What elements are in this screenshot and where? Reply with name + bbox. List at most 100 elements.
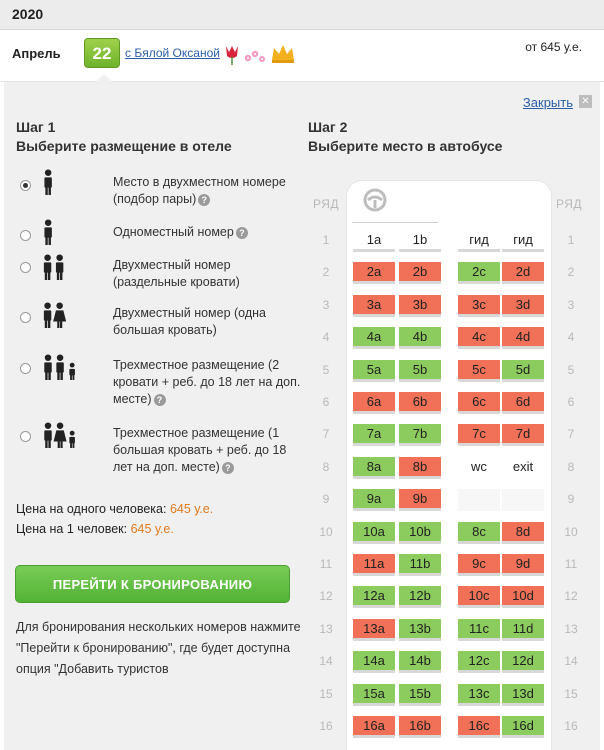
help-icon[interactable]: ? bbox=[235, 227, 248, 239]
seat[interactable]: 7d bbox=[502, 424, 544, 446]
step2-number: Шаг 2 bbox=[308, 119, 348, 135]
seat[interactable]: 4a bbox=[353, 327, 395, 349]
seat[interactable]: 11b bbox=[399, 554, 441, 576]
seat[interactable]: 12d bbox=[502, 651, 544, 673]
radio-button[interactable] bbox=[20, 363, 31, 374]
seat[interactable]: 14b bbox=[399, 651, 441, 673]
seat[interactable]: 9b bbox=[399, 489, 441, 511]
radio-button[interactable] bbox=[20, 312, 31, 323]
seat[interactable]: 2a bbox=[353, 262, 395, 284]
seat[interactable]: 6b bbox=[399, 392, 441, 414]
tour-row[interactable]: Апрель 22 с Бялой Оксаной от 645 у.е. bbox=[0, 30, 604, 82]
row-number-left: 5 bbox=[322, 363, 330, 377]
step2-heading: Выберите место в автобусе bbox=[308, 138, 503, 154]
seat[interactable]: 10d bbox=[502, 586, 544, 608]
seat[interactable]: 6c bbox=[458, 392, 500, 414]
seat[interactable]: 6a bbox=[353, 392, 395, 414]
row-number-right: 6 bbox=[567, 395, 575, 409]
seat[interactable]: 7b bbox=[399, 424, 441, 446]
seat[interactable]: 7c bbox=[458, 424, 500, 446]
seat[interactable]: 16c bbox=[458, 716, 500, 738]
row-number-right: 4 bbox=[567, 330, 575, 344]
seat[interactable]: 12b bbox=[399, 586, 441, 608]
seat[interactable]: 2b bbox=[399, 262, 441, 284]
radio-button[interactable] bbox=[20, 431, 31, 442]
seat[interactable]: 2d bbox=[502, 262, 544, 284]
close-icon[interactable]: ✕ bbox=[579, 95, 592, 108]
guide-link[interactable]: с Бялой Оксаной bbox=[125, 46, 220, 60]
tour-badges bbox=[226, 45, 294, 65]
seat[interactable]: 5c bbox=[458, 360, 500, 382]
seat[interactable]: 9c bbox=[458, 554, 500, 576]
close-link[interactable]: Закрыть bbox=[522, 95, 573, 110]
seat[interactable]: 4c bbox=[458, 327, 500, 349]
seat[interactable]: 11c bbox=[458, 619, 500, 641]
seat[interactable]: 13d bbox=[502, 684, 544, 706]
radio-button[interactable] bbox=[20, 230, 31, 241]
row-number-right: 5 bbox=[567, 363, 575, 377]
seat[interactable]: 16d bbox=[502, 716, 544, 738]
seat[interactable]: 5b bbox=[399, 360, 441, 382]
radio-button[interactable] bbox=[20, 262, 31, 273]
seat[interactable]: 16b bbox=[399, 716, 441, 738]
seat[interactable]: 15a bbox=[353, 684, 395, 706]
seat[interactable]: 13b bbox=[399, 619, 441, 641]
row-header-left: РЯД bbox=[313, 197, 340, 211]
bus-facility-label: wc bbox=[471, 459, 487, 474]
seat[interactable]: 13c bbox=[458, 684, 500, 706]
price-value: 645 у.е. bbox=[130, 522, 174, 536]
seat[interactable]: 10c bbox=[458, 586, 500, 608]
seat[interactable]: 12a bbox=[353, 586, 395, 608]
seat[interactable]: 12c bbox=[458, 651, 500, 673]
seat[interactable]: 8c bbox=[458, 522, 500, 544]
seat[interactable]: 2c bbox=[458, 262, 500, 284]
radio-button[interactable] bbox=[20, 180, 31, 191]
row-number-right: 8 bbox=[567, 460, 575, 474]
row-number-right: 10 bbox=[564, 525, 578, 539]
seat[interactable]: 16a bbox=[353, 716, 395, 738]
seat[interactable]: 8d bbox=[502, 522, 544, 544]
seat[interactable]: 4b bbox=[399, 327, 441, 349]
seat[interactable]: 3a bbox=[353, 295, 395, 317]
seat[interactable]: гид bbox=[458, 230, 500, 252]
seat[interactable]: 5d bbox=[502, 360, 544, 382]
bus-facility-label: exit bbox=[512, 459, 534, 474]
seat[interactable]: 9d bbox=[502, 554, 544, 576]
seat[interactable]: 3c bbox=[458, 295, 500, 317]
row-number-right: 9 bbox=[567, 492, 575, 506]
seat[interactable]: гид bbox=[502, 230, 544, 252]
option-label: Трехместное размещение (1 большая кроват… bbox=[113, 425, 303, 476]
seat[interactable]: 3d bbox=[502, 295, 544, 317]
seat[interactable]: 3b bbox=[399, 295, 441, 317]
seat[interactable]: 1a bbox=[353, 230, 395, 252]
option-label: Трехместное размещение (2 кровати + реб.… bbox=[113, 357, 303, 408]
seat[interactable]: 11a bbox=[353, 554, 395, 576]
help-icon[interactable]: ? bbox=[198, 194, 211, 206]
seat[interactable]: 8a bbox=[353, 457, 395, 479]
option-label: Место в двухместном номере (подбор пары)… bbox=[113, 174, 303, 208]
seat[interactable]: 10b bbox=[399, 522, 441, 544]
seat[interactable]: 6d bbox=[502, 392, 544, 414]
price-value: 645 у.е. bbox=[169, 502, 214, 516]
seat[interactable]: 5a bbox=[353, 360, 395, 382]
family-icon bbox=[44, 354, 75, 380]
seat[interactable]: 4d bbox=[502, 327, 544, 349]
person-icon bbox=[44, 219, 52, 245]
option-text: Одноместный номер bbox=[113, 225, 234, 239]
seat[interactable]: 15b bbox=[399, 684, 441, 706]
seat[interactable]: 14a bbox=[353, 651, 395, 673]
seat[interactable]: 13a bbox=[353, 619, 395, 641]
row-number-left: 11 bbox=[319, 557, 333, 571]
book-button[interactable]: ПЕРЕЙТИ К БРОНИРОВАНИЮ bbox=[15, 565, 290, 603]
seat[interactable]: 1b bbox=[399, 230, 441, 252]
help-icon[interactable]: ? bbox=[153, 394, 166, 406]
seat[interactable]: 9a bbox=[353, 489, 395, 511]
empty-space bbox=[458, 489, 500, 511]
day-badge[interactable]: 22 bbox=[84, 38, 120, 68]
seat[interactable]: 8b bbox=[399, 457, 441, 479]
seat[interactable]: 11d bbox=[502, 619, 544, 641]
option-text: Трехместное размещение (2 кровати + реб.… bbox=[113, 358, 301, 406]
help-icon[interactable]: ? bbox=[221, 462, 234, 474]
seat[interactable]: 7a bbox=[353, 424, 395, 446]
seat[interactable]: 10a bbox=[353, 522, 395, 544]
